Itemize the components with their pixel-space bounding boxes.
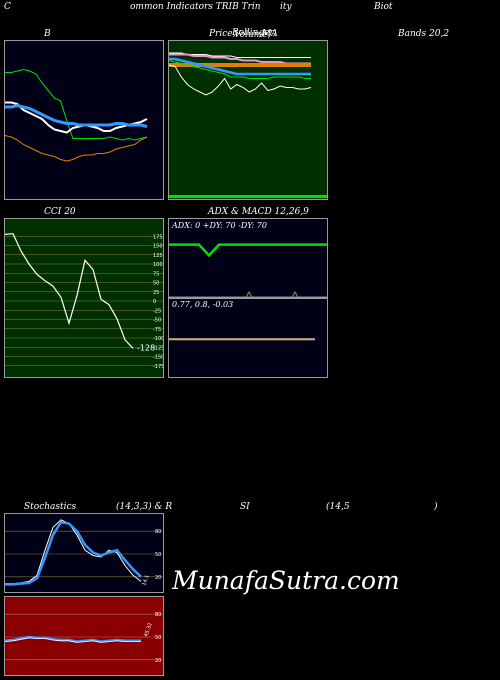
adx-green-line bbox=[169, 243, 327, 258]
stoch-value-label: 14.1 bbox=[141, 574, 150, 587]
rsi-chart: 80 50 20 45.32 bbox=[4, 596, 164, 676]
cci-tick-label-9: -50 bbox=[153, 318, 161, 324]
header-company: Biot bbox=[374, 2, 393, 12]
stoch-tick-label-2: 20 bbox=[155, 575, 161, 581]
watermark: MunafaSutra.com bbox=[172, 566, 400, 595]
bollinger-title: B bbox=[44, 29, 51, 39]
adx-peak-1 bbox=[245, 290, 253, 297]
cci-plot: 175 150 125 100 75 50 25 0 -25 -50 -75 -100 -125 -150… bbox=[5, 233, 164, 370]
stoch-tick-label-0: 80 bbox=[155, 529, 161, 535]
cci-chart: 175 150 125 100 75 50 25 0 -25 -50 -75 -100 -125 -150… bbox=[4, 218, 164, 378]
bollinger-series-3 bbox=[5, 135, 148, 162]
cci-tick-label-14: -175 bbox=[153, 364, 164, 370]
adx-macd-title: ADX & MACD 12,26,9 bbox=[208, 207, 309, 217]
cci-tick-label-11: -100 bbox=[153, 336, 164, 342]
bollinger-plot bbox=[5, 68, 148, 162]
volume-bar bbox=[169, 195, 327, 198]
price-title-bollinger: Bollinger, bbox=[232, 28, 276, 38]
stoch-title: Stochastics bbox=[24, 502, 77, 512]
adx-peak-2 bbox=[291, 290, 299, 297]
cci-tick-label-10: -75 bbox=[153, 327, 161, 333]
cci-tick-label-8: -25 bbox=[153, 308, 161, 314]
cci-tick-label-2: 125 bbox=[153, 253, 163, 259]
header-prefix: C bbox=[4, 2, 11, 12]
stoch-params: (14,3,3) & R bbox=[116, 502, 173, 512]
cci-tick-label-6: 25 bbox=[153, 290, 159, 296]
rsi-tick-label-0: 80 bbox=[155, 612, 161, 618]
price-title-ma: MA bbox=[262, 29, 278, 39]
rsi-plot: 80 50 20 45.32 bbox=[5, 612, 163, 664]
rsi-title: SI bbox=[240, 502, 250, 512]
bollinger-series-2 bbox=[5, 103, 148, 128]
stoch-series-0 bbox=[5, 519, 142, 585]
cci-tick-label-7: 0 bbox=[153, 299, 156, 305]
cci-line bbox=[5, 233, 134, 349]
macd-plot bbox=[169, 338, 315, 341]
price-ma-series-5 bbox=[169, 60, 311, 79]
stoch-series-1 bbox=[5, 520, 142, 586]
header-title-suffix: ity bbox=[280, 2, 292, 12]
price-ma-series-0 bbox=[169, 52, 311, 58]
price-ma-chart bbox=[168, 40, 328, 200]
bollinger-series-1 bbox=[5, 101, 148, 134]
stochastics-plot: 80 50 20 14.1 bbox=[5, 519, 163, 587]
rsi-value-label: 45.32 bbox=[143, 622, 154, 638]
adx-plot bbox=[169, 243, 327, 297]
price-title-volume: Volume, bbox=[234, 30, 271, 40]
cci-tick-label-13: -150 bbox=[153, 355, 164, 361]
cci-value-label: -128 bbox=[137, 343, 155, 352]
macd-values: 0.77, 0.8, -0.03 bbox=[172, 300, 234, 309]
rsi-params: (14,5 bbox=[326, 502, 350, 512]
stochastics-chart: 80 50 20 14.1 bbox=[4, 513, 164, 593]
cci-tick-label-3: 100 bbox=[153, 262, 163, 268]
cci-tick-label-12: -125 bbox=[153, 345, 164, 351]
rsi-params-close: ) bbox=[434, 502, 438, 512]
price-title: Price, bbox=[209, 29, 236, 39]
stoch-tick-label-1: 50 bbox=[155, 552, 161, 558]
price-ma-series-4 bbox=[169, 64, 312, 96]
adx-chart: ADX: 0 +DY: 70 -DY: 70 bbox=[168, 218, 328, 298]
bands-title: Bands 20,2 bbox=[398, 29, 450, 39]
cci-tick-label-4: 75 bbox=[153, 271, 159, 277]
price-ma-plot bbox=[169, 52, 327, 198]
rsi-white-line bbox=[5, 637, 142, 643]
rsi-tick-label-2: 20 bbox=[155, 658, 161, 664]
bollinger-series-0 bbox=[5, 68, 148, 141]
header-title: ommon Indicators TRIB Trin bbox=[130, 2, 261, 12]
cci-title: CCI 20 bbox=[44, 207, 76, 217]
price-ma-series-3 bbox=[169, 57, 311, 76]
macd-chart: 0.77, 0.8, -0.03 bbox=[168, 298, 328, 378]
adx-values: ADX: 0 +DY: 70 -DY: 70 bbox=[172, 221, 267, 230]
cci-tick-label-5: 50 bbox=[153, 281, 159, 287]
rsi-tick-label-1: 50 bbox=[155, 635, 161, 641]
cci-tick-label-0: 175 bbox=[153, 234, 163, 240]
cci-tick-label-1: 150 bbox=[153, 244, 163, 250]
bollinger-chart bbox=[4, 40, 164, 200]
rsi-blue-line bbox=[5, 635, 142, 643]
